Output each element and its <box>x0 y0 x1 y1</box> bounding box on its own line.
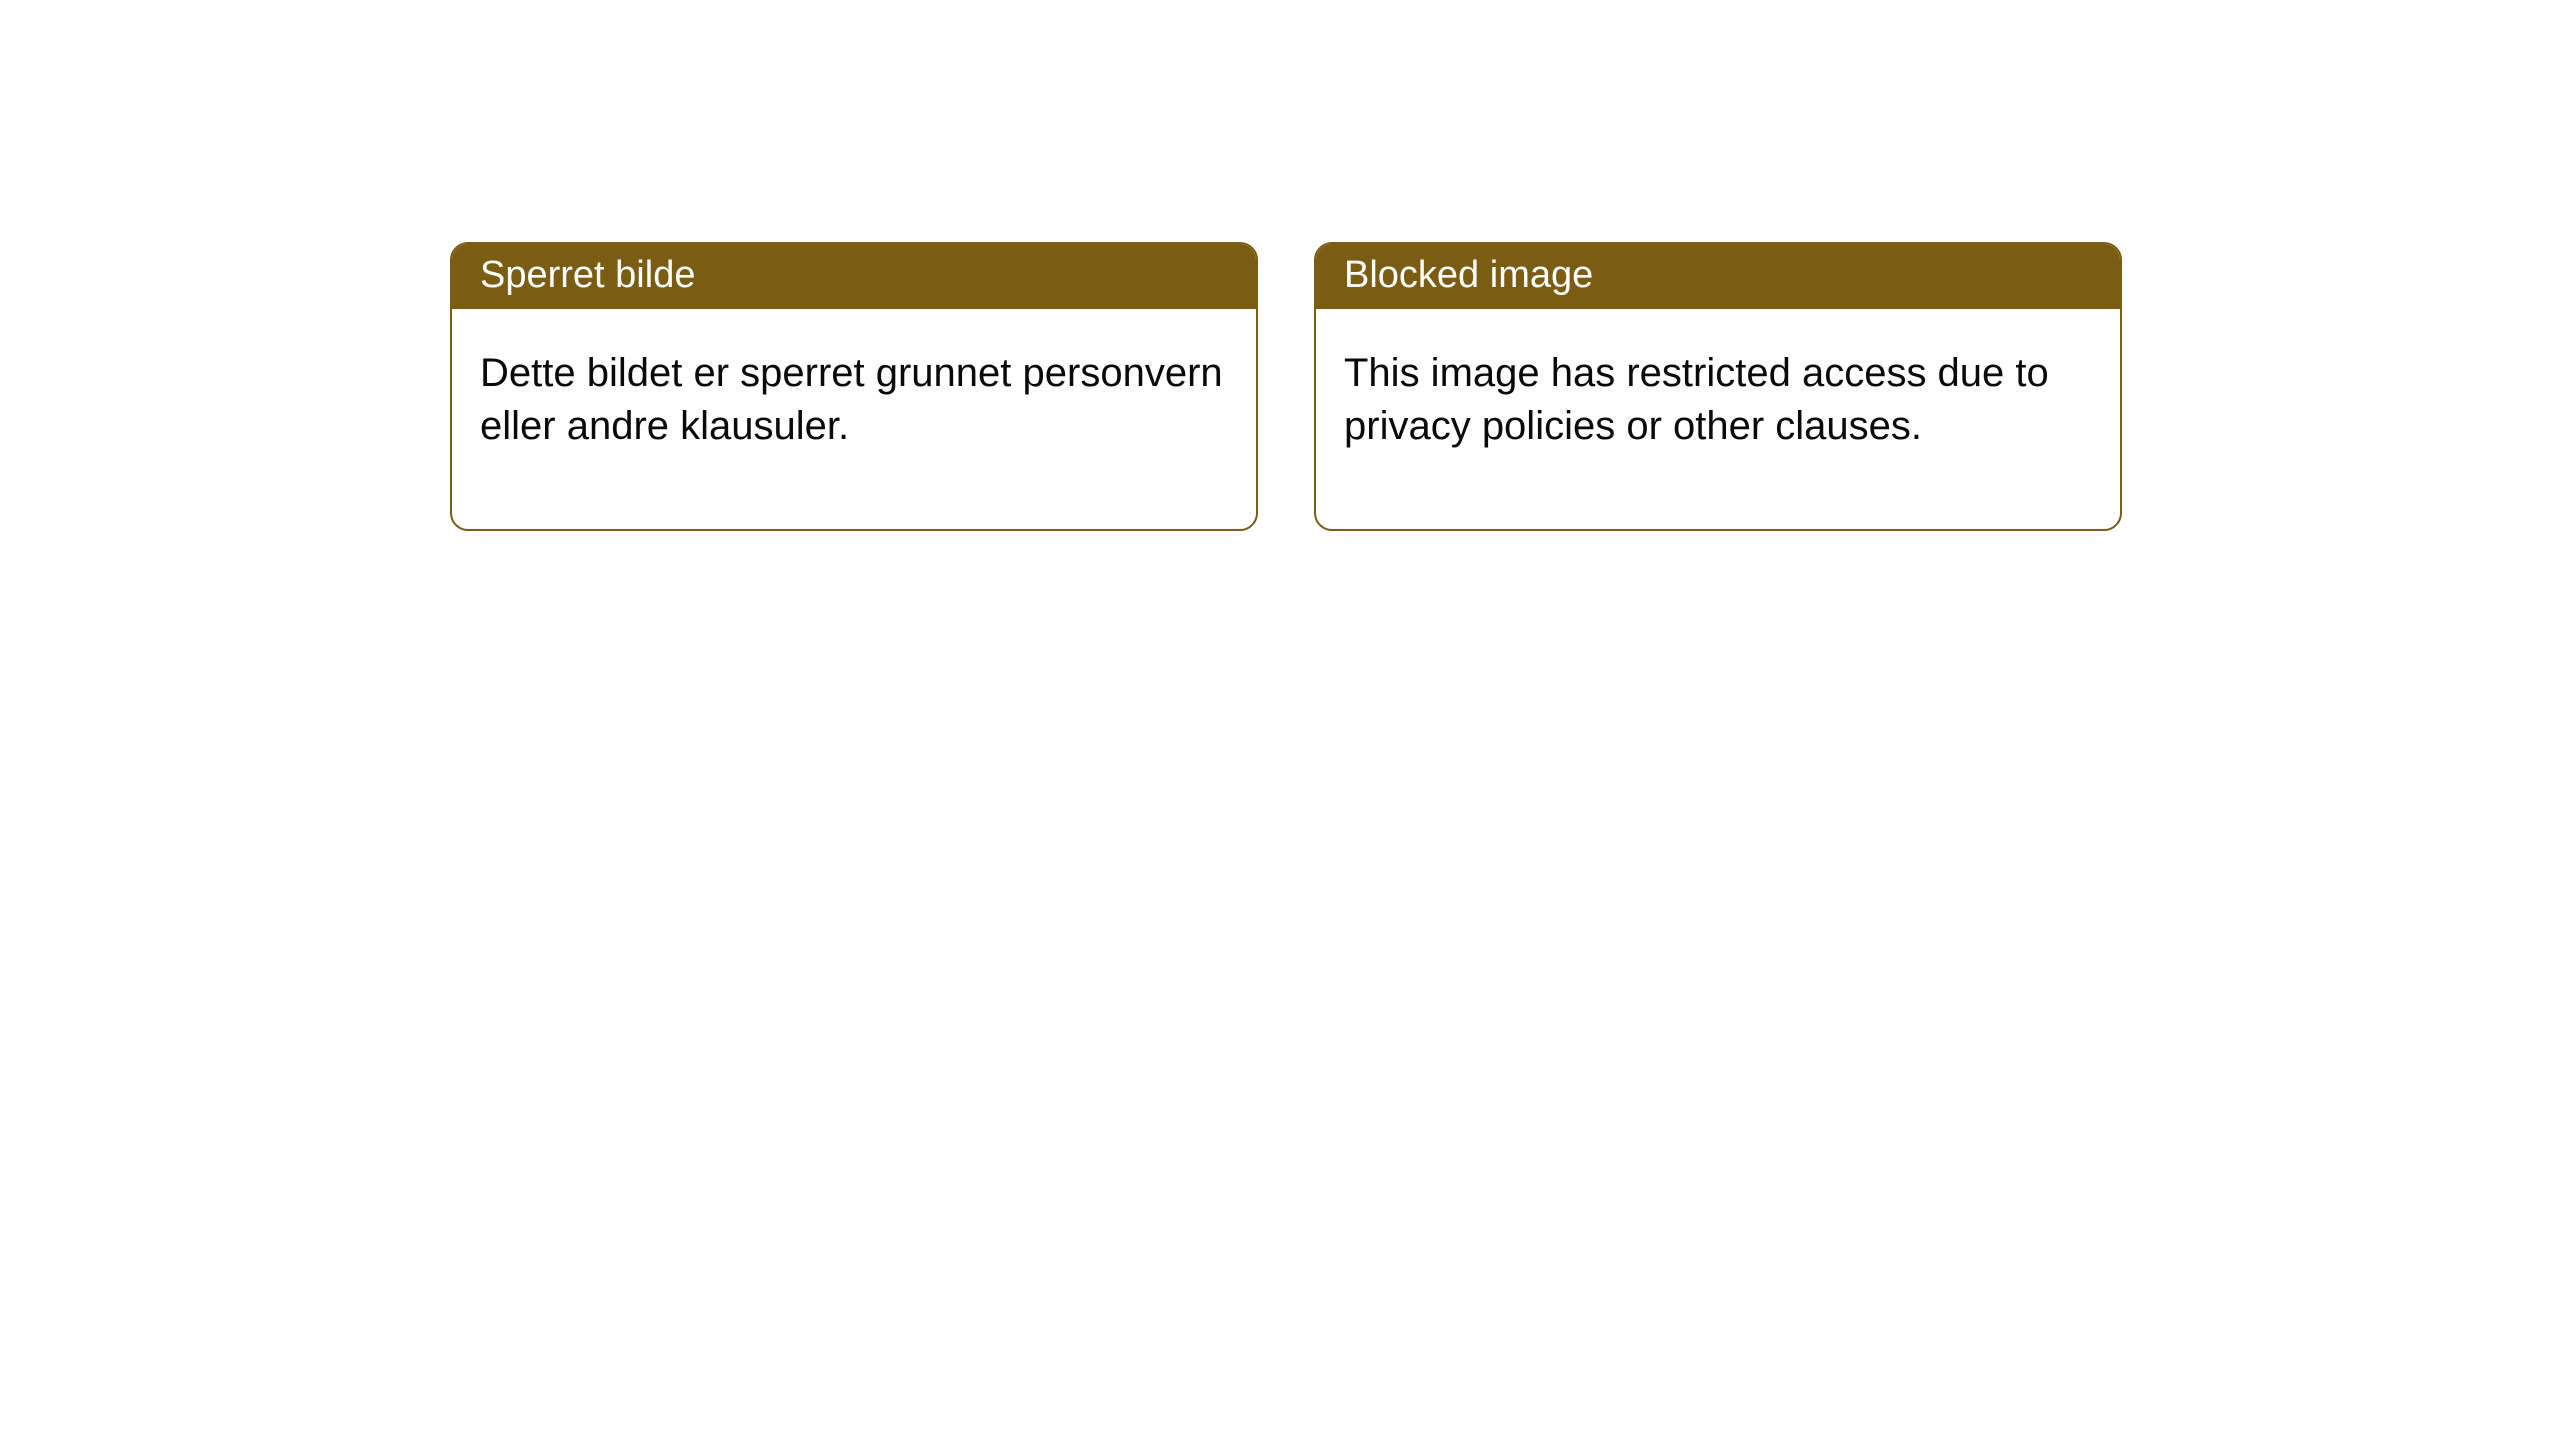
notice-container: Sperret bilde Dette bildet er sperret gr… <box>450 242 2122 531</box>
card-body: Dette bildet er sperret grunnet personve… <box>452 309 1256 529</box>
card-title: Sperret bilde <box>452 244 1256 309</box>
blocked-image-card-en: Blocked image This image has restricted … <box>1314 242 2122 531</box>
card-body: This image has restricted access due to … <box>1316 309 2120 529</box>
blocked-image-card-no: Sperret bilde Dette bildet er sperret gr… <box>450 242 1258 531</box>
card-title: Blocked image <box>1316 244 2120 309</box>
